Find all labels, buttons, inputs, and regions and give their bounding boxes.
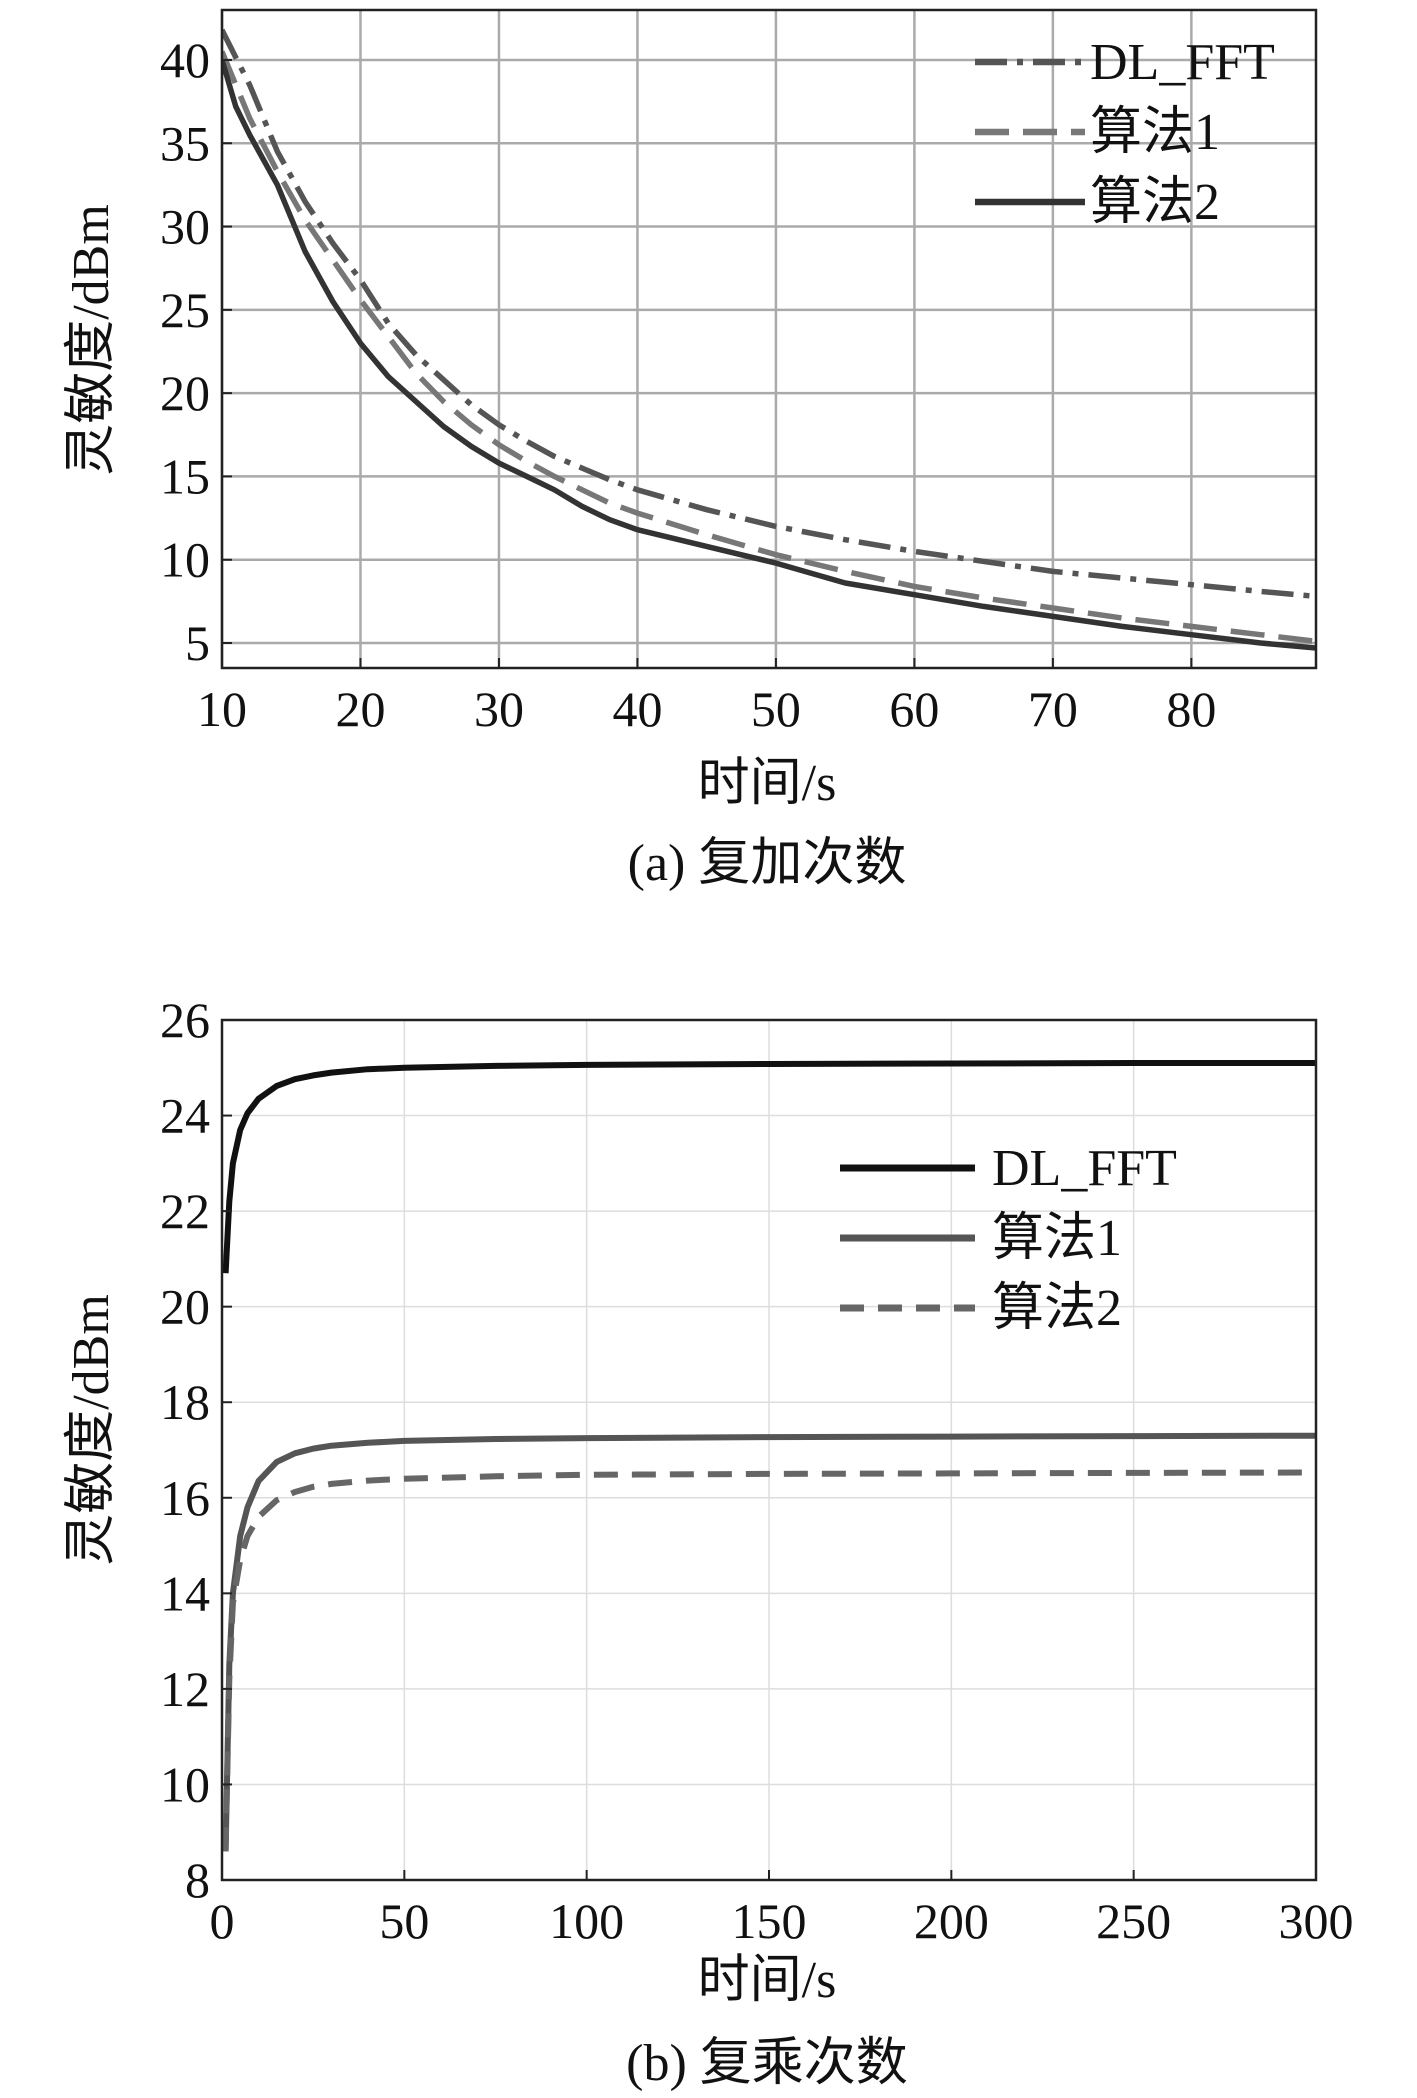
panel-b-caption: (b) 复乘次数 bbox=[626, 2035, 908, 2092]
panel-b-x-tick-label: 250 bbox=[1096, 1893, 1171, 1949]
panel-b: 0 50 100 150 200 250 300 8 10 12 14 16 18 20 22 24 26 时… bbox=[63, 992, 1354, 2092]
panel-a-x-tick-label: 20 bbox=[335, 681, 385, 737]
panel-b-series-line-2 bbox=[222, 1432, 1316, 1852]
panel-b-x-tick-label: 150 bbox=[732, 1893, 807, 1949]
panel-a-plot-frame bbox=[220, 8, 1318, 670]
panel-a-x-tick-label: 10 bbox=[197, 681, 247, 737]
panel-a-legend-label-2: 算法1 bbox=[1090, 104, 1220, 161]
panel-b-y-tick-label: 24 bbox=[160, 1088, 210, 1144]
panel-b-legend: DL_FFT 算法1 算法2 bbox=[840, 1140, 1177, 1337]
panel-a-y-tick-label: 30 bbox=[160, 199, 210, 255]
panel-a-legend-label-3: 算法2 bbox=[1090, 174, 1220, 231]
panel-a-x-tick-label: 50 bbox=[751, 681, 801, 737]
panel-b-legend-label-3: 算法2 bbox=[992, 1280, 1122, 1337]
panel-b-y-axis-label: 灵敏度/dBm bbox=[63, 1294, 120, 1566]
panel-b-series bbox=[222, 1060, 1316, 1852]
panel-a-x-tick-label: 60 bbox=[889, 681, 939, 737]
panel-b-x-ticks: 0 50 100 150 200 250 300 bbox=[210, 1870, 1354, 1949]
panel-a-y-tick-label: 40 bbox=[160, 32, 210, 88]
panel-a-legend-label-1: DL_FFT bbox=[1090, 34, 1275, 91]
panel-a-y-tick-label: 5 bbox=[185, 615, 210, 671]
panel-b-y-tick-label: 8 bbox=[185, 1852, 210, 1908]
panel-a-y-tick-label: 15 bbox=[160, 448, 210, 504]
panel-b-legend-label-1: DL_FFT bbox=[992, 1140, 1177, 1197]
panel-a-legend: DL_FFT 算法1 算法2 bbox=[975, 34, 1275, 231]
panel-a-x-tick-label: 40 bbox=[612, 681, 662, 737]
panel-b-y-tick-label: 16 bbox=[160, 1470, 210, 1526]
panel-a-y-tick-label: 25 bbox=[160, 282, 210, 338]
panel-a-y-tick-label: 35 bbox=[160, 115, 210, 171]
panel-a-y-ticks: 5 10 15 20 25 30 35 40 bbox=[160, 32, 232, 671]
panel-b-y-tick-label: 14 bbox=[160, 1565, 210, 1621]
panel-a-caption: (a) 复加次数 bbox=[628, 835, 907, 892]
panel-a-series-line-2 bbox=[222, 50, 1316, 645]
panel-b-legend-label-2: 算法1 bbox=[992, 1210, 1122, 1267]
panel-a-y-tick-label: 10 bbox=[160, 532, 210, 588]
panel-b-y-tick-label: 22 bbox=[160, 1183, 210, 1239]
panel-b-y-tick-label: 26 bbox=[160, 992, 210, 1048]
panel-b-series-line-1 bbox=[222, 1060, 1316, 1274]
panel-a-x-tick-label: 70 bbox=[1028, 681, 1078, 737]
panel-a-x-axis-label: 时间/s bbox=[698, 755, 837, 812]
panel-b-y-tick-label: 18 bbox=[160, 1374, 210, 1430]
panel-a: 10 20 30 40 50 60 70 80 5 10 15 20 25 30 35 40 时间/s 灵敏… bbox=[63, 8, 1318, 892]
panel-b-series-line-3 bbox=[222, 1469, 1316, 1852]
panel-b-x-tick-label: 100 bbox=[549, 1893, 624, 1949]
panel-a-x-ticks: 10 20 30 40 50 60 70 80 bbox=[197, 658, 1216, 737]
panel-b-y-tick-label: 12 bbox=[160, 1661, 210, 1717]
panel-b-x-tick-label: 200 bbox=[914, 1893, 989, 1949]
panel-b-x-axis-label: 时间/s bbox=[698, 1952, 837, 2009]
panel-b-y-tick-label: 10 bbox=[160, 1756, 210, 1812]
panel-a-series bbox=[222, 28, 1316, 651]
panel-a-series-line-3 bbox=[222, 59, 1316, 651]
panel-b-x-tick-label: 50 bbox=[379, 1893, 429, 1949]
panel-a-x-tick-label: 30 bbox=[474, 681, 524, 737]
panel-a-x-tick-label: 80 bbox=[1166, 681, 1216, 737]
panel-b-y-ticks: 8 10 12 14 16 18 20 22 24 26 bbox=[160, 992, 232, 1908]
panel-a-series-line-1 bbox=[222, 28, 1316, 600]
panel-b-x-tick-label: 0 bbox=[210, 1893, 235, 1949]
panel-b-x-tick-label: 300 bbox=[1279, 1893, 1354, 1949]
panel-a-y-axis-label: 灵敏度/dBm bbox=[63, 204, 120, 476]
panel-b-y-tick-label: 20 bbox=[160, 1279, 210, 1335]
panel-a-y-tick-label: 20 bbox=[160, 365, 210, 421]
